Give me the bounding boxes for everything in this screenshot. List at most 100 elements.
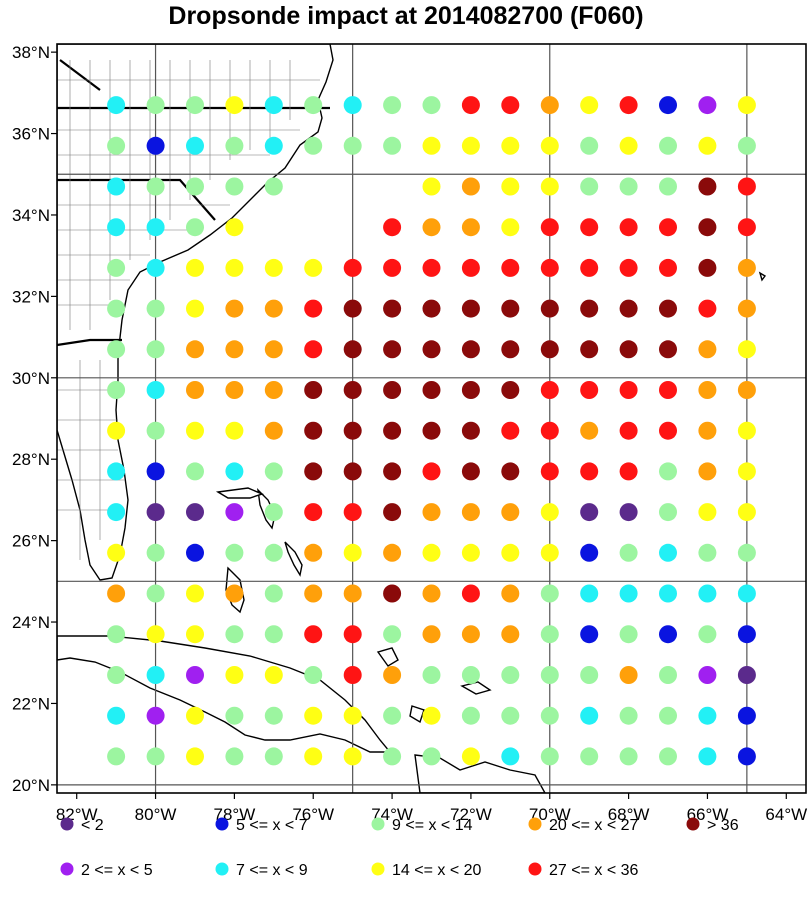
dropsonde-point	[225, 136, 244, 155]
map-area	[57, 44, 806, 793]
small-cay-3	[758, 271, 767, 282]
dropsonde-point	[737, 503, 756, 522]
dropsonde-point	[422, 177, 441, 196]
dropsonde-point	[659, 421, 677, 440]
dropsonde-point	[225, 584, 244, 603]
y-tick-label: 28°N	[12, 450, 50, 469]
dropsonde-point	[186, 666, 204, 684]
y-axis: 20°N 22°N 24°N 26°N 28°N 30°N 32°N 34°N 36°N 38°N	[12, 43, 57, 795]
dropsonde-point	[540, 625, 559, 644]
dropsonde-point	[146, 706, 165, 725]
dropsonde-point	[146, 381, 165, 399]
dropsonde-point	[343, 340, 362, 359]
dropsonde-point	[737, 340, 756, 359]
grand-bahama	[215, 487, 264, 499]
dropsonde-point	[264, 747, 283, 766]
dropsonde-point	[146, 299, 165, 318]
dropsonde-point	[619, 584, 638, 603]
dropsonde-point	[737, 177, 756, 196]
dropsonde-point	[580, 218, 599, 237]
dropsonde-point	[383, 625, 402, 644]
dropsonde-point	[264, 625, 283, 644]
dropsonde-point	[422, 299, 441, 318]
dropsonde-point	[737, 625, 756, 644]
dropsonde-point	[304, 258, 323, 277]
dropsonde-point	[225, 503, 244, 522]
dropsonde-point	[698, 625, 717, 644]
dropsonde-point	[422, 543, 441, 562]
dropsonde-point	[264, 543, 283, 562]
dropsonde-point	[225, 218, 244, 237]
dropsonde-point	[264, 96, 283, 115]
legend-label: 7 <= x < 9	[236, 862, 308, 879]
dropsonde-point	[422, 136, 441, 155]
dropsonde-point	[146, 625, 165, 644]
dropsonde-point	[540, 96, 559, 115]
y-tick-label: 22°N	[12, 694, 50, 713]
legend-swatch	[215, 862, 229, 876]
us-east-coast	[57, 44, 334, 581]
dropsonde-point	[501, 136, 520, 155]
dropsonde-point	[186, 340, 204, 359]
dropsonde-point	[186, 258, 204, 277]
dropsonde-point	[580, 543, 599, 562]
dropsonde-point	[659, 625, 677, 644]
dropsonde-point	[107, 543, 126, 562]
dropsonde-point	[619, 258, 638, 277]
dropsonde-point	[698, 96, 717, 115]
dropsonde-point	[186, 462, 204, 481]
dropsonde-point	[540, 584, 559, 603]
dropsonde-point	[264, 299, 283, 318]
dropsonde-point	[383, 381, 402, 399]
dropsonde-point	[580, 177, 599, 196]
dropsonde-point	[304, 747, 323, 766]
dropsonde-point	[225, 177, 244, 196]
dropsonde-point	[580, 421, 599, 440]
dropsonde-point	[698, 421, 717, 440]
dropsonde-point	[186, 381, 204, 399]
dropsonde-point	[107, 136, 126, 155]
dropsonde-point	[619, 543, 638, 562]
dropsonde-point	[540, 666, 559, 684]
dropsonde-point	[501, 666, 520, 684]
dropsonde-point	[264, 136, 283, 155]
dropsonde-point	[580, 584, 599, 603]
dropsonde-point	[461, 747, 480, 766]
dropsonde-point	[186, 747, 204, 766]
legend-label: < 2	[81, 817, 104, 834]
dropsonde-point	[619, 136, 638, 155]
dropsonde-point	[107, 462, 126, 481]
y-tick-label: 30°N	[12, 369, 50, 388]
dropsonde-point	[698, 666, 717, 684]
dropsonde-point	[501, 543, 520, 562]
dropsonde-point	[461, 625, 480, 644]
dropsonde-point	[580, 136, 599, 155]
dropsonde-point	[659, 299, 677, 318]
dropsonde-point	[659, 747, 677, 766]
x-tick-label: 68°W	[608, 805, 650, 824]
dropsonde-point	[580, 747, 599, 766]
dropsonde-point	[422, 381, 441, 399]
dropsonde-point	[659, 666, 677, 684]
dropsonde-point	[737, 666, 756, 684]
dropsonde-point	[304, 543, 323, 562]
y-tick-label: 32°N	[12, 287, 50, 306]
dropsonde-point	[501, 258, 520, 277]
legend-swatch	[60, 817, 74, 831]
dropsonde-point	[343, 543, 362, 562]
dropsonde-point	[383, 666, 402, 684]
dropsonde-point	[107, 625, 126, 644]
dropsonde-point	[619, 706, 638, 725]
y-tick-label: 38°N	[12, 43, 50, 62]
dropsonde-point	[225, 381, 244, 399]
dropsonde-point	[619, 462, 638, 481]
dropsonde-point	[304, 96, 323, 115]
x-tick-label: 72°W	[450, 805, 492, 824]
dropsonde-point	[343, 381, 362, 399]
dropsonde-point	[619, 340, 638, 359]
dropsonde-point	[461, 421, 480, 440]
dropsonde-point	[659, 340, 677, 359]
dropsonde-point	[304, 666, 323, 684]
y-tick-label: 34°N	[12, 206, 50, 225]
dropsonde-point	[619, 381, 638, 399]
